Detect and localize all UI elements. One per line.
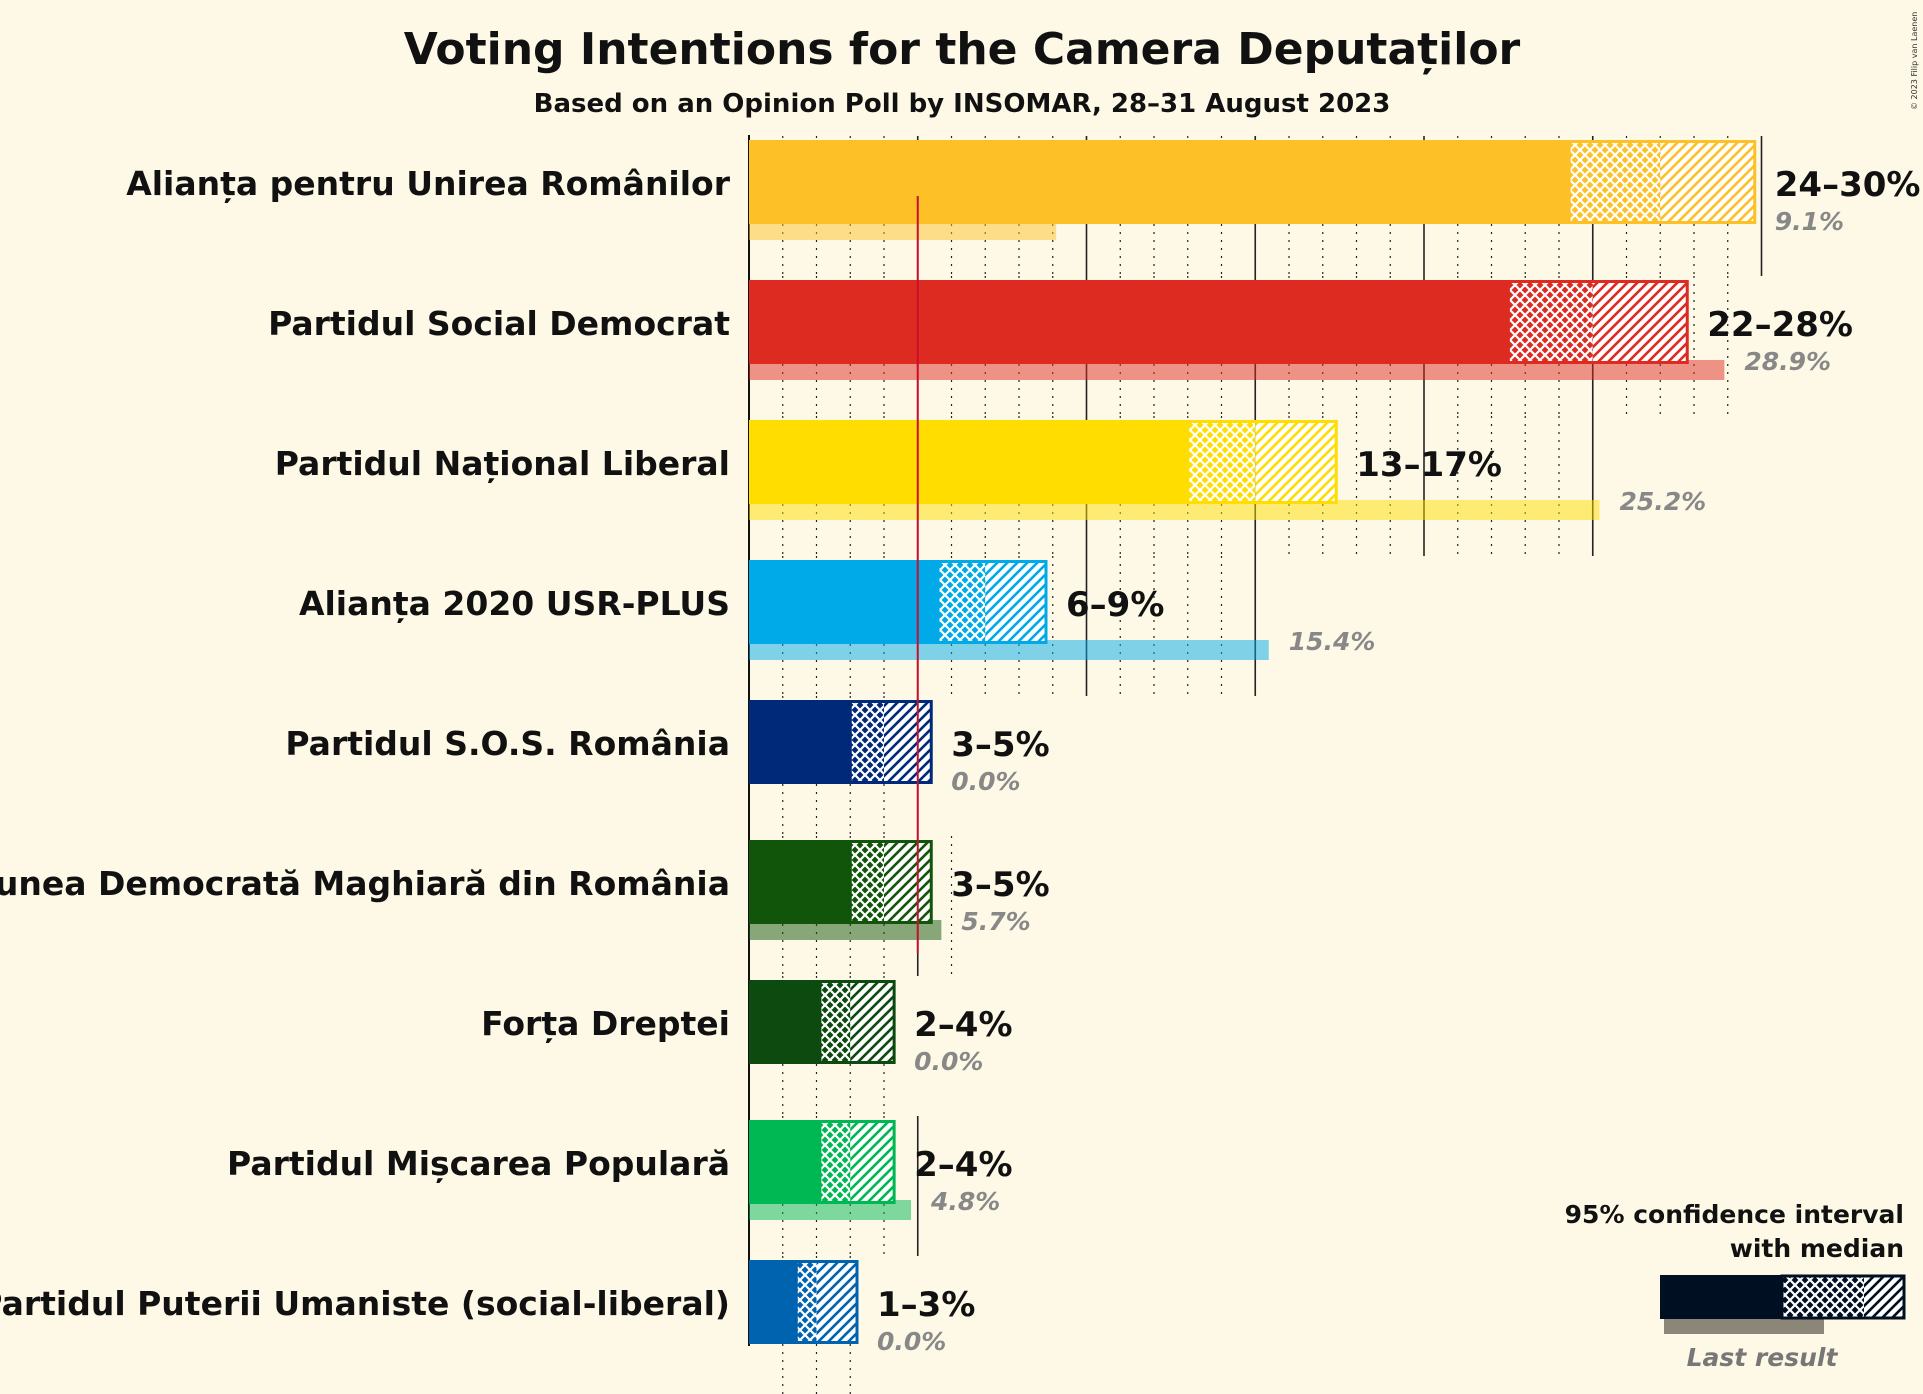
interval-solid-bar <box>749 1260 797 1344</box>
range-label: 2–4% <box>914 1145 1012 1185</box>
bars: Alianța pentru Unirea Românilor 24–30%9.1… <box>0 140 1920 1356</box>
party-row: Partidul Mișcarea Populară 2–4%4.8% <box>227 1120 1013 1220</box>
last-result-label: 5.7% <box>961 907 1030 936</box>
party-label: Alianța 2020 USR-PLUS <box>299 584 730 623</box>
interval-upper-bar <box>884 701 932 783</box>
chart-title: Voting Intentions for the Camera Deputaț… <box>404 24 1521 75</box>
interval-upper-bar <box>850 981 895 1063</box>
interval-upper-bar <box>1660 141 1755 223</box>
interval-upper-bar <box>816 1261 857 1343</box>
range-label: 3–5% <box>951 865 1049 905</box>
legend-line2: with median <box>1730 1234 1904 1263</box>
last-result-bar <box>749 220 1057 240</box>
interval-lower-bar <box>938 561 986 643</box>
party-label: Partidul Social Democrat <box>268 304 730 343</box>
last-result-bar <box>749 1200 911 1220</box>
party-row: Uniunea Democrată Maghiară din România 3–… <box>0 840 1050 940</box>
interval-outline <box>1567 140 1757 224</box>
legend-solid <box>1660 1275 1782 1319</box>
last-result-bar <box>749 360 1725 380</box>
party-row: Partidul S.O.S. România 3–5%0.0% <box>285 700 1050 796</box>
party-label: Forța Dreptei <box>481 1004 730 1043</box>
legend-outline <box>1780 1274 1906 1320</box>
last-result-label: 4.8% <box>930 1187 1000 1216</box>
interval-outline <box>1186 420 1338 504</box>
range-label: 2–4% <box>914 1005 1012 1045</box>
party-label: Partidul Mișcarea Populară <box>227 1144 730 1183</box>
last-result-bar <box>749 920 942 940</box>
legend-last-result: Last result <box>1687 1343 1839 1372</box>
party-row: Forța Dreptei 2–4%0.0% <box>481 980 1013 1076</box>
last-result-label: 0.0% <box>877 1327 946 1356</box>
interval-lower-bar <box>850 701 884 783</box>
last-result-label: 9.1% <box>1775 207 1844 236</box>
interval-lower-bar <box>1508 281 1593 363</box>
interval-outline <box>848 840 933 924</box>
party-label: Partidul S.O.S. România <box>285 724 730 763</box>
party-row: Partidul Național Liberal 13–17% 25.2% <box>275 420 1706 520</box>
interval-outline <box>848 700 933 784</box>
interval-lower-bar <box>819 1121 851 1203</box>
range-label: 6–9% <box>1066 585 1164 625</box>
interval-solid-bar <box>749 140 1570 224</box>
interval-solid-bar <box>749 280 1509 364</box>
legend-swatch <box>1660 1274 1906 1334</box>
party-label: Partidul Puterii Umaniste (social-libera… <box>0 1284 730 1323</box>
last-result-label: 0.0% <box>951 767 1020 796</box>
interval-solid-bar <box>749 980 820 1064</box>
last-result-label: 15.4% <box>1289 627 1376 656</box>
interval-solid-bar <box>749 840 851 924</box>
interval-upper-bar <box>985 561 1046 643</box>
last-result-bar <box>749 640 1269 660</box>
interval-outline <box>794 1260 859 1344</box>
party-row: Alianța pentru Unirea Românilor 24–30%9.1… <box>126 140 1920 240</box>
interval-lower-bar <box>850 841 884 923</box>
range-label: 24–30% <box>1775 165 1921 205</box>
interval-upper-bar <box>884 841 932 923</box>
party-row: Partidul Social Democrat 22–28%28.9% <box>268 280 1853 380</box>
range-label: 3–5% <box>951 725 1049 765</box>
range-label: 1–3% <box>877 1285 975 1325</box>
interval-solid-bar <box>749 1120 820 1204</box>
interval-lower-bar <box>1187 421 1256 503</box>
interval-solid-bar <box>749 560 938 644</box>
party-row: Alianța 2020 USR-PLUS 6–9% 15.4% <box>299 560 1376 660</box>
interval-solid-bar <box>749 420 1188 504</box>
interval-outline <box>818 980 896 1064</box>
legend-line1: 95% confidence interval <box>1565 1200 1904 1229</box>
party-label: Uniunea Democrată Maghiară din România <box>0 864 730 903</box>
interval-outline <box>1506 280 1689 364</box>
legend: 95% confidence interval with median Last… <box>1565 1200 1906 1372</box>
last-result-label: 0.0% <box>914 1047 983 1076</box>
range-label: 13–17% <box>1356 445 1502 485</box>
last-result-label: 28.9% <box>1744 347 1831 376</box>
interval-upper-bar <box>850 1121 895 1203</box>
last-result-bar <box>749 500 1600 520</box>
range-label: 22–28% <box>1707 305 1853 345</box>
interval-lower-bar <box>819 981 851 1063</box>
interval-lower-bar <box>796 1261 817 1343</box>
copyright: © 2023 Filip van Laenen <box>1910 12 1919 110</box>
interval-outline <box>818 1120 896 1204</box>
legend-cross <box>1782 1276 1864 1318</box>
last-result-label: 25.2% <box>1620 487 1707 516</box>
chart-subtitle: Based on an Opinion Poll by INSOMAR, 28–… <box>534 89 1391 119</box>
party-row: Partidul Puterii Umaniste (social-libera… <box>0 1260 975 1356</box>
interval-lower-bar <box>1569 141 1661 223</box>
party-label: Alianța pentru Unirea Românilor <box>126 164 731 203</box>
interval-upper-bar <box>1592 281 1688 363</box>
interval-outline <box>936 560 1048 644</box>
legend-hatch <box>1864 1276 1904 1318</box>
interval-upper-bar <box>1255 421 1337 503</box>
interval-solid-bar <box>749 700 851 784</box>
party-label: Partidul Național Liberal <box>275 444 730 483</box>
